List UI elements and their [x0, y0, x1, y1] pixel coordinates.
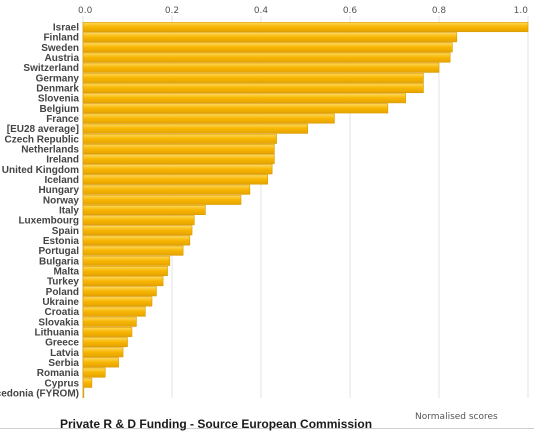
bar [82, 326, 133, 337]
bar [82, 286, 157, 297]
x-tick-label: 0.4 [254, 6, 269, 16]
category-label: United Kingdom [2, 165, 79, 176]
bar [82, 194, 242, 205]
bar [82, 296, 153, 307]
x-axis-ticks: 0.0 0.2 0.4 0.6 0.8 1.0 [78, 6, 528, 16]
category-label: Denmark [36, 84, 79, 95]
normalised-scores-note: Normalised scores [415, 412, 498, 422]
category-label: Hungary [38, 185, 79, 196]
bar [82, 316, 137, 327]
x-tick-label: 0.6 [343, 6, 358, 16]
bar [82, 164, 273, 175]
category-label: Latvia [50, 348, 79, 359]
bar [82, 62, 440, 73]
category-label: Bulgaria [39, 256, 79, 267]
bar [82, 133, 277, 144]
category-label: Sweden [41, 43, 79, 54]
bar [82, 367, 106, 378]
bar [82, 83, 424, 94]
x-tick-label: 0.0 [78, 6, 93, 16]
category-label: Netherlands [21, 145, 79, 156]
category-label: France [46, 114, 79, 125]
bar [82, 306, 146, 317]
bars [82, 22, 529, 398]
bar [82, 215, 195, 226]
bar [82, 245, 184, 256]
category-label: Malta [53, 266, 79, 277]
category-label: Switzerland [23, 63, 79, 74]
bar [82, 32, 458, 43]
bar [82, 103, 389, 114]
bar [82, 154, 275, 165]
bar [82, 174, 268, 185]
category-label: Cyprus [45, 378, 80, 389]
category-label: [EU28 average] [7, 124, 79, 135]
x-tick-label: 1.0 [514, 6, 529, 16]
bar [82, 357, 119, 368]
x-tick-label: 0.8 [432, 6, 447, 16]
bar [82, 347, 124, 358]
category-label: Spain [52, 226, 79, 237]
bar [82, 113, 335, 124]
category-label: Serbia [48, 358, 79, 369]
bar [82, 337, 128, 348]
category-label: Italy [59, 206, 79, 217]
bar [82, 377, 93, 388]
category-label: Ireland [46, 155, 79, 166]
footer-rule [0, 428, 534, 429]
category-label: Austria [45, 53, 80, 64]
category-label: Norway [43, 195, 80, 206]
bar [82, 123, 309, 134]
category-label: Belgium [40, 104, 80, 115]
category-label: Portugal [38, 246, 79, 257]
category-label: Finland [43, 33, 79, 44]
category-label: Greece [45, 338, 79, 349]
chart-caption: Private R & D Funding - Source European … [60, 417, 373, 431]
bar [82, 387, 85, 398]
bar [82, 72, 424, 83]
bar [82, 205, 206, 215]
bar [82, 225, 193, 236]
bar [82, 22, 529, 33]
bar [82, 93, 406, 104]
category-label: Israel [53, 23, 79, 34]
category-label: Slovakia [38, 317, 79, 328]
category-label: Poland [46, 287, 79, 298]
category-label: Estonia [43, 236, 80, 247]
bar [82, 235, 191, 246]
bar-chart: 0.0 0.2 0.4 0.6 0.8 1.0 IsraelFinlandSwedenAu… [0, 6, 529, 400]
bar [82, 184, 251, 195]
category-label: Romania [37, 368, 80, 379]
category-label: Lithuania [35, 327, 80, 338]
bar [82, 265, 168, 276]
category-label: Czech Republic [5, 134, 80, 145]
bar [82, 255, 171, 266]
category-label: Croatia [45, 307, 80, 318]
bar [82, 276, 164, 287]
category-label: Turkey [47, 277, 79, 288]
category-label: Macedonia (FYROM) [0, 388, 79, 399]
category-label: Ukraine [42, 297, 79, 308]
category-label: Luxembourg [18, 216, 79, 227]
bar [82, 144, 275, 155]
bar [82, 52, 451, 63]
bar [82, 42, 453, 53]
category-label: Iceland [45, 175, 79, 186]
category-labels: IsraelFinlandSwedenAustriaSwitzerlandGer… [0, 23, 79, 400]
x-tick-label: 0.2 [165, 6, 179, 16]
category-label: Germany [36, 73, 80, 84]
category-label: Slovenia [38, 94, 80, 105]
